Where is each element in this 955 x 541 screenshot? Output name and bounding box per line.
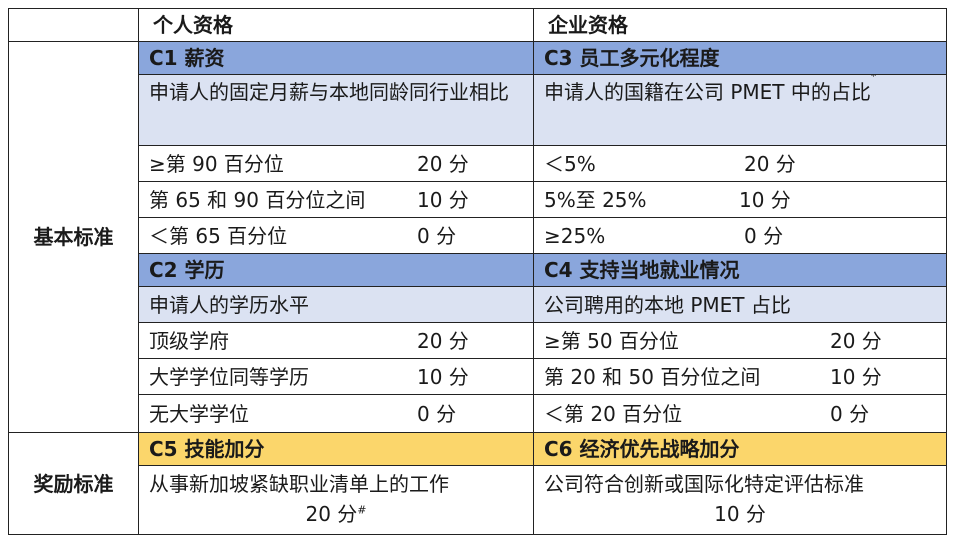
c1-row-points: 20 分 (417, 151, 469, 176)
eligibility-table: 个人资格 企业资格 基本标准 C1 薪资 C3 员工多元化程度 申请人的固定月薪… (8, 8, 947, 535)
c2-description: 申请人的学历水平 (139, 287, 534, 323)
c2-row: 大学学位同等学历 10 分 (139, 359, 534, 395)
c2-row-label: 无大学学位 (149, 401, 249, 426)
c3-row: 5%至 25% 10 分 (534, 182, 946, 218)
c1-row-label: ≥第 90 百分位 (149, 151, 284, 176)
c1-row-label: 第 65 和 90 百分位之间 (149, 187, 366, 212)
c3-row-points: 10 分 (739, 187, 791, 212)
basic-criteria-label: 基本标准 (9, 42, 139, 433)
c3-row-points: 20 分 (744, 151, 796, 176)
c6-title: C6 经济优先战略加分 (534, 433, 946, 466)
c1-row: 第 65 和 90 百分位之间 10 分 (139, 182, 534, 218)
c3-title: C3 员工多元化程度 (534, 42, 946, 75)
header-individual: 个人资格 (139, 9, 534, 42)
c4-description: 公司聘用的本地 PMET 占比 (534, 287, 946, 323)
c3-description-text: 申请人的国籍在公司 PMET 中的占比 (544, 80, 871, 104)
c4-row-points: 20 分 (830, 328, 882, 353)
c2-row-points: 0 分 (417, 401, 457, 426)
c2-title: C2 学历 (139, 254, 534, 287)
c1-row: ≥第 90 百分位 20 分 (139, 146, 534, 182)
c1-description: 申请人的固定月薪与本地同龄同行业相比 (139, 75, 534, 146)
c5-footnote-mark: # (357, 503, 367, 517)
c4-row: ＜第 20 百分位 0 分 (534, 395, 946, 433)
corner-cell (9, 9, 139, 42)
bonus-criteria-label: 奖励标准 (9, 433, 139, 534)
c3-row-label: ≥25% (544, 223, 606, 248)
c4-row-points: 10 分 (830, 364, 882, 389)
c2-row: 无大学学位 0 分 (139, 395, 534, 433)
c6-description: 公司符合创新或国际化特定评估标准 (544, 472, 864, 496)
c3-row-label: 5%至 25% (544, 187, 647, 212)
c6-points: 10 分 (714, 502, 766, 526)
c5-description: 从事新加坡紧缺职业清单上的工作 (149, 472, 449, 496)
c3-description: 申请人的国籍在公司 PMET 中的占比 * (534, 75, 946, 146)
c4-row-label: 第 20 和 50 百分位之间 (544, 364, 761, 389)
c4-row-label: ≥第 50 百分位 (544, 328, 679, 353)
c2-row: 顶级学府 20 分 (139, 323, 534, 359)
c4-row-label: ＜第 20 百分位 (544, 401, 683, 426)
c5-points: 20 分 (305, 502, 358, 526)
c2-row-points: 20 分 (417, 328, 469, 353)
c1-row-points: 0 分 (417, 223, 457, 248)
c2-row-points: 10 分 (417, 364, 469, 389)
c4-row-points: 0 分 (830, 401, 870, 426)
c3-row: ≥25% 0 分 (534, 218, 946, 254)
c1-title: C1 薪资 (139, 42, 534, 75)
c2-row-label: 顶级学府 (149, 328, 229, 353)
c4-row: 第 20 和 50 百分位之间 10 分 (534, 359, 946, 395)
c3-row-points: 0 分 (744, 223, 784, 248)
c4-title: C4 支持当地就业情况 (534, 254, 946, 287)
c1-row-points: 10 分 (417, 187, 469, 212)
c2-row-label: 大学学位同等学历 (149, 364, 309, 389)
c3-row-label: ＜5% (544, 151, 596, 176)
c3-row: ＜5% 20 分 (534, 146, 946, 182)
c6-body: 公司符合创新或国际化特定评估标准 10 分 (534, 466, 946, 534)
c5-body: 从事新加坡紧缺职业清单上的工作 20 分# (139, 466, 534, 534)
c1-row: ＜第 65 百分位 0 分 (139, 218, 534, 254)
c5-title: C5 技能加分 (139, 433, 534, 466)
c5-points-line: 20 分# (149, 499, 523, 529)
c4-row: ≥第 50 百分位 20 分 (534, 323, 946, 359)
header-company: 企业资格 (534, 9, 946, 42)
c1-row-label: ＜第 65 百分位 (149, 223, 288, 248)
